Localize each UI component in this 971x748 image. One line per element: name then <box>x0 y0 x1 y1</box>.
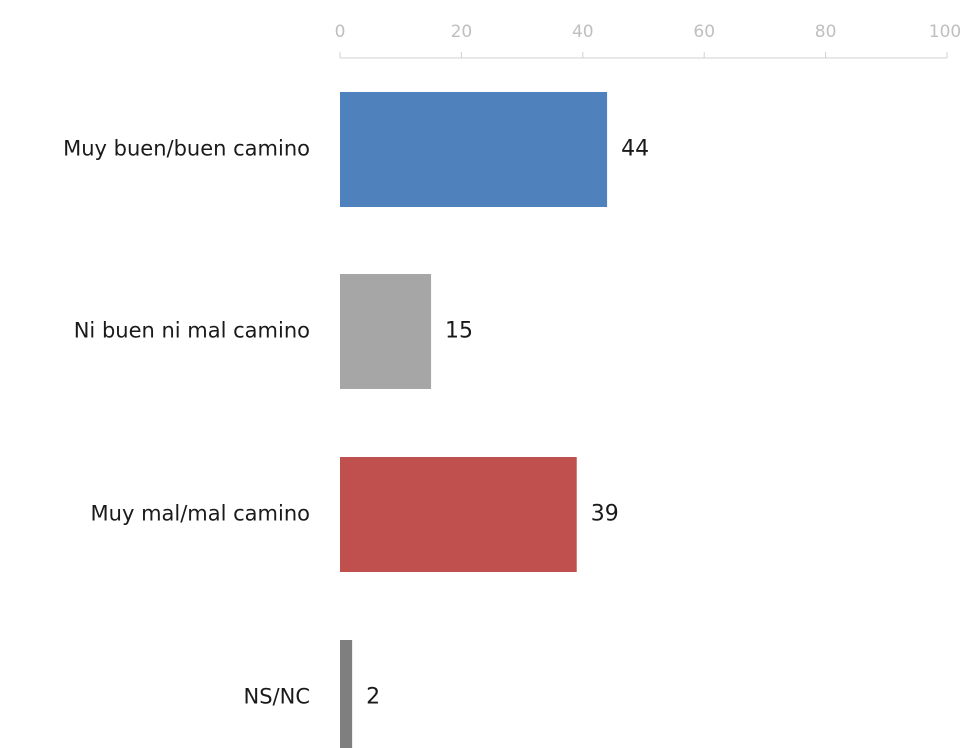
x-axis-tick-label: 100 <box>929 22 961 42</box>
x-axis-tick-label: 60 <box>693 22 715 42</box>
data-label: 2 <box>366 685 380 710</box>
category-label: Muy mal/mal camino <box>91 502 310 526</box>
bar <box>340 92 608 207</box>
category-label: Muy buen/buen camino <box>63 137 310 161</box>
category-label: NS/NC <box>244 685 311 709</box>
x-axis-tick-label: 80 <box>815 22 837 42</box>
x-axis-tick-label: 0 <box>335 22 346 42</box>
data-label: 44 <box>621 137 649 162</box>
x-axis-tick-label: 20 <box>451 22 473 42</box>
bar <box>340 640 353 748</box>
x-axis-tick-label: 40 <box>572 22 594 42</box>
bar <box>340 274 432 389</box>
category-label: Ni buen ni mal camino <box>74 319 310 343</box>
bars: Muy buen/buen camino 44 Ni buen ni mal cam… <box>63 92 649 748</box>
data-label: 15 <box>445 319 473 344</box>
data-label: 39 <box>591 502 619 527</box>
bar <box>340 457 577 572</box>
x-axis: 0 20 40 60 80 100 <box>335 22 961 59</box>
